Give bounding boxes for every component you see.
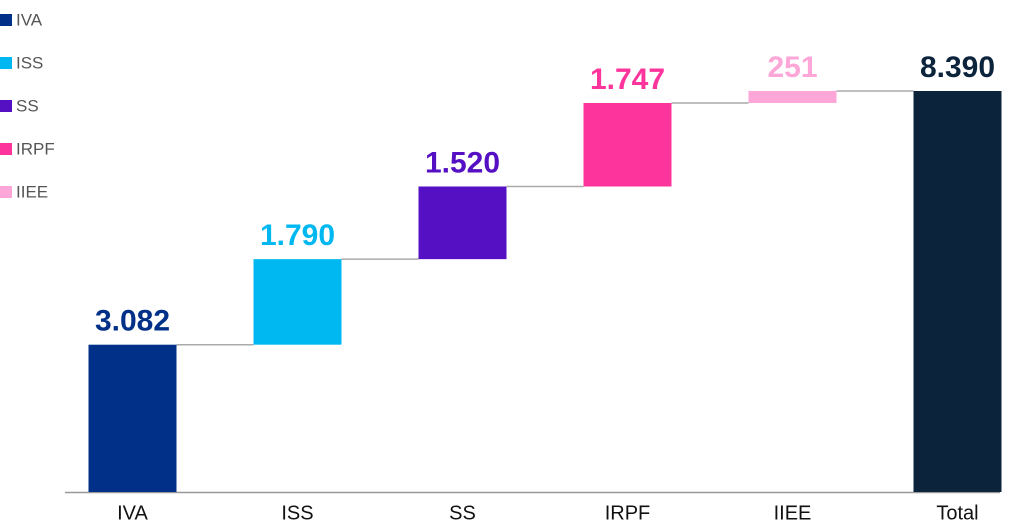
- legend-label: ISS: [16, 53, 43, 72]
- bar: [418, 186, 507, 260]
- legend-swatch: [0, 143, 12, 155]
- value-label: 1.747: [590, 63, 665, 96]
- legend-label: IVA: [16, 10, 43, 29]
- value-label: 8.390: [920, 51, 995, 84]
- legend-swatch: [0, 186, 12, 198]
- legend-swatch: [0, 100, 12, 112]
- total-bar: [913, 91, 1002, 492]
- bar: [583, 102, 672, 187]
- x-tick-label: IIEE: [774, 502, 812, 524]
- x-tick-label: IRPF: [605, 502, 651, 524]
- legend-label: IIEE: [16, 182, 48, 201]
- legend-swatch: [0, 57, 12, 69]
- value-label: 1.790: [260, 219, 335, 252]
- value-label: 3.082: [95, 305, 170, 338]
- x-tick-label: IVA: [117, 502, 148, 524]
- x-tick-label: ISS: [281, 502, 313, 524]
- bar: [748, 91, 837, 103]
- legend-swatch: [0, 14, 12, 26]
- x-tick-label: SS: [449, 502, 476, 524]
- bar: [88, 344, 177, 492]
- legend-label: SS: [16, 96, 39, 115]
- value-label: 1.520: [425, 146, 500, 179]
- bar: [253, 259, 342, 345]
- value-label: 251: [767, 51, 817, 84]
- legend-label: IRPF: [16, 139, 55, 158]
- x-tick-label: Total: [936, 502, 978, 524]
